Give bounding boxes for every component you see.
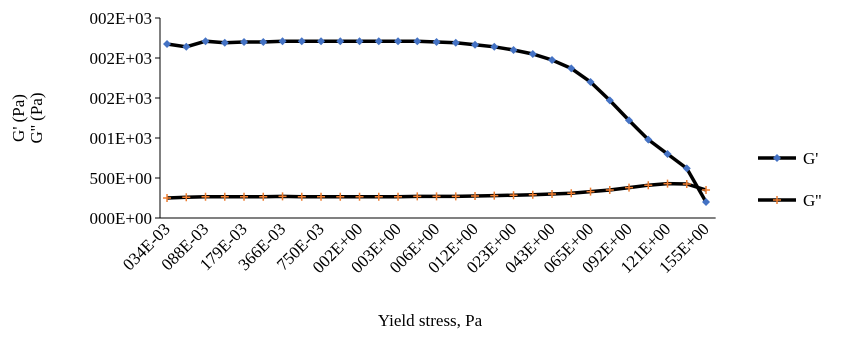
point [509, 191, 518, 200]
point [548, 56, 557, 64]
point [586, 78, 595, 86]
y-tick-label: 000E+00 [90, 209, 152, 228]
point [297, 37, 306, 46]
point [374, 192, 383, 201]
point [528, 50, 537, 58]
point [773, 196, 781, 204]
point [644, 135, 653, 144]
y-tick-label: 002E+03 [90, 9, 152, 28]
point [490, 191, 499, 200]
y-axis-title: G'' (Pa) [27, 93, 46, 144]
point [317, 37, 326, 46]
y-tick-label: 001E+03 [90, 129, 152, 148]
y-tick-label: 002E+03 [90, 49, 152, 68]
point [220, 38, 229, 47]
point [163, 40, 172, 48]
point [355, 37, 364, 46]
point [278, 37, 287, 46]
point [278, 192, 287, 201]
point [374, 37, 383, 46]
point [682, 180, 691, 188]
point [528, 190, 537, 199]
point [220, 192, 229, 201]
series-line [166, 39, 708, 203]
legend-label: G' [803, 149, 818, 168]
y-tick-label: 500E+00 [90, 169, 152, 188]
point [163, 194, 172, 202]
point [432, 38, 441, 46]
point [317, 192, 326, 201]
point [471, 192, 480, 200]
point [182, 42, 191, 51]
point [773, 154, 781, 162]
point [432, 192, 441, 201]
point [259, 192, 268, 201]
point [413, 192, 422, 201]
point [509, 46, 518, 54]
point [702, 186, 711, 194]
point [548, 190, 557, 198]
point [451, 192, 460, 201]
point [259, 38, 268, 46]
point [394, 37, 403, 46]
point [413, 37, 422, 46]
point [567, 189, 576, 198]
point [201, 192, 210, 201]
point [586, 187, 595, 196]
point [663, 179, 672, 188]
point [355, 192, 364, 201]
point [394, 192, 403, 201]
point [336, 37, 345, 46]
x-axis-title: Yield stress, Pa [378, 311, 483, 330]
legend-label: G'' [803, 191, 821, 210]
point [297, 192, 306, 201]
point [644, 181, 653, 190]
point [182, 193, 191, 202]
point [605, 186, 614, 194]
point [471, 40, 480, 49]
point [240, 38, 249, 46]
point [240, 192, 249, 201]
point [490, 42, 499, 51]
y-axis-title: G' (Pa) [9, 94, 28, 142]
point [336, 192, 345, 201]
point [567, 64, 576, 73]
point [625, 116, 634, 125]
point [201, 37, 210, 46]
point [702, 198, 711, 206]
point [663, 150, 672, 158]
point [625, 183, 634, 192]
point [682, 164, 691, 173]
point [605, 96, 614, 105]
point [451, 38, 460, 47]
y-tick-label: 002E+03 [90, 89, 152, 108]
